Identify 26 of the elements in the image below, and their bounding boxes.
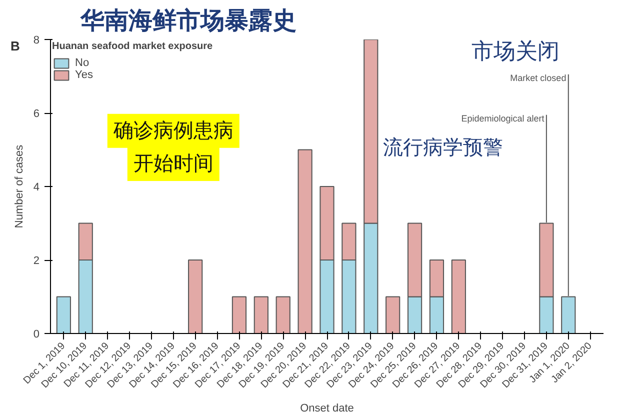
annotation: 确诊病例患病: [112, 120, 234, 142]
annotation: 开始时间: [133, 152, 214, 175]
legend-title: Huanan seafood market exposure: [52, 41, 213, 52]
legend-label: Yes: [75, 69, 94, 81]
bar: [386, 296, 400, 334]
ref-line-label: Market closed: [510, 73, 566, 84]
chart-title: 华南海鲜市场暴露史: [80, 8, 296, 34]
annotation: 流行病学预警: [382, 136, 503, 159]
legend-label: No: [75, 57, 90, 69]
y-axis-title: Number of cases: [13, 144, 26, 228]
x-axis-title: Onset date: [300, 402, 354, 414]
bar: [56, 296, 71, 334]
annotation: 市场关闭: [472, 38, 560, 64]
text: B: [10, 38, 20, 54]
bar: [232, 296, 247, 334]
y-tick-label: 8: [33, 34, 40, 46]
y-tick-label: 6: [33, 108, 40, 120]
y-tick-label: 0: [33, 328, 40, 340]
bar: [451, 260, 466, 334]
bar: [276, 296, 290, 334]
bar: [298, 149, 312, 334]
bar: [188, 260, 203, 334]
bar: [254, 296, 268, 334]
y-tick-label: 2: [33, 255, 40, 267]
ref-line-label: Epidemiological alert: [461, 114, 545, 124]
y-tick-label: 4: [33, 182, 40, 194]
